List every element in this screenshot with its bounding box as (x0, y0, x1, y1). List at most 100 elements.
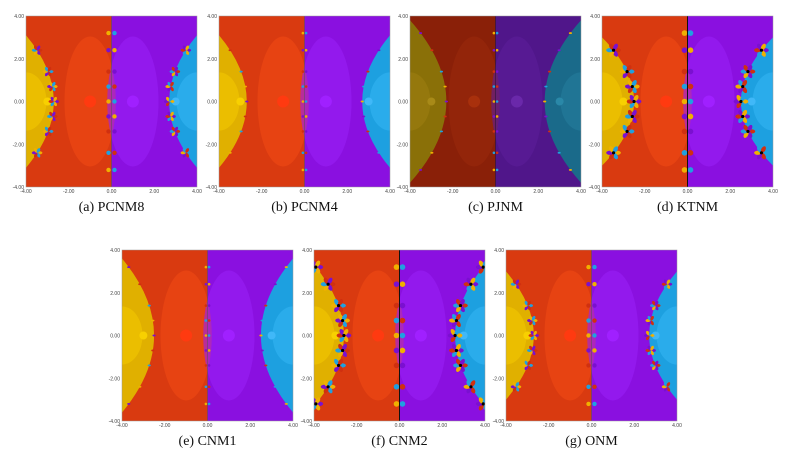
x-tick-label: 4.00 (385, 189, 395, 195)
boundary-blob (459, 305, 465, 313)
axis-blob (301, 151, 305, 155)
boundary-blob (315, 404, 321, 411)
boundary-blob (273, 385, 277, 388)
boundary-blob (454, 328, 460, 336)
boundary-center (632, 99, 636, 104)
boundary-center (759, 151, 764, 155)
basin-shade-blue (752, 72, 773, 131)
axis-blob (495, 151, 499, 155)
boundary-blob (152, 334, 156, 337)
axis-blob (687, 83, 694, 90)
x-tick-label: 0.00 (300, 189, 310, 195)
boundary-blob (631, 79, 637, 87)
boundary-blob (443, 115, 447, 118)
boundary-blob (740, 94, 746, 102)
basin-shade-blue (272, 306, 293, 365)
boundary-blob (51, 116, 56, 122)
boundary-blob (512, 382, 517, 387)
boundary-blob (631, 109, 637, 117)
x-tick-label: 0.00 (587, 423, 597, 429)
boundary-blob (531, 320, 536, 326)
boundary-center (741, 84, 745, 89)
axis-blob (112, 30, 117, 36)
boundary-blob (647, 315, 652, 321)
axis-blob (207, 319, 211, 322)
y-tick-label: -4.00 (397, 185, 409, 191)
boundary-blob (127, 402, 131, 405)
boundary-blob (360, 100, 364, 103)
boundary-blob (650, 350, 654, 356)
y-tick-label: -2.00 (206, 142, 218, 148)
axis-blob (592, 401, 597, 407)
axis-blob (204, 385, 208, 389)
figure-panel-f: -4.00 -2.00 0.00 2.00 4.00 4.00 2.00 0.00 -2.00 -… (290, 246, 490, 461)
boundary-blob (654, 365, 659, 371)
axis-blob (304, 31, 308, 35)
axis-blob (304, 85, 308, 88)
y-tick-label: -4.00 (589, 185, 601, 191)
boundary-blob (343, 328, 349, 336)
root-blue (651, 331, 660, 340)
boundary-blob (245, 100, 249, 103)
boundary-blob (743, 124, 749, 132)
axis-blob (301, 48, 305, 52)
y-tick-label: 2.00 (14, 57, 24, 63)
figure-caption: (f) CNM2 (371, 434, 428, 449)
boundary-blob (443, 85, 447, 88)
boundary-blob (151, 319, 155, 322)
boundary-blob (757, 146, 763, 153)
axis-blob (492, 168, 496, 172)
boundary-blob (543, 100, 547, 103)
axis-blob (687, 113, 694, 120)
boundary-blob (512, 279, 517, 285)
axis-blob (492, 115, 496, 118)
root-yellow (619, 97, 628, 106)
basin-shade-yellow (122, 306, 143, 365)
boundary-blob (470, 284, 476, 291)
axis-blob (301, 70, 305, 73)
boundary-blob (185, 152, 190, 158)
boundary-blob (612, 146, 618, 153)
boundary-blob (323, 380, 329, 387)
boundary-blob (170, 116, 174, 122)
axis-blob (681, 30, 688, 36)
root-purple (126, 95, 139, 108)
axis-blob (495, 168, 499, 172)
boundary-blob (362, 115, 366, 118)
axis-blob (586, 401, 591, 407)
axis-blob (592, 282, 597, 287)
axis-blob (207, 304, 211, 307)
boundary-center (469, 385, 473, 389)
axis-blob (586, 384, 591, 389)
boundary-blob (47, 126, 52, 132)
y-tick-label: 2.00 (110, 291, 120, 297)
boundary-blob (654, 300, 659, 306)
axis-blob (304, 151, 308, 155)
boundary-center (326, 385, 330, 389)
boundary-blob (185, 148, 190, 153)
axis-blob (681, 150, 688, 156)
boundary-blob (147, 364, 151, 367)
boundary-blob (174, 66, 179, 72)
y-tick-label: 2.00 (494, 291, 504, 297)
boundary-blob (515, 382, 520, 387)
y-tick-label: 0.00 (14, 100, 24, 106)
boundary-blob (239, 130, 243, 133)
axis-blob (492, 31, 496, 35)
figure-caption: (e) CNM1 (178, 434, 237, 449)
boundary-blob (284, 266, 288, 269)
x-tick-label: -2.00 (351, 423, 363, 429)
boundary-blob (459, 299, 465, 306)
boundary-blob (527, 300, 531, 306)
y-tick-label: 2.00 (590, 57, 600, 63)
figure-caption: (c) PJNM (468, 200, 523, 215)
root-purple (414, 329, 427, 342)
boundary-blob (36, 45, 41, 51)
x-tick-label: 0.00 (203, 423, 213, 429)
boundary-blob (418, 32, 423, 35)
boundary-blob (470, 386, 476, 394)
boundary-blob (51, 86, 56, 92)
boundary-blob (337, 358, 343, 366)
axis-blob (393, 347, 400, 354)
boundary-blob (648, 330, 653, 336)
